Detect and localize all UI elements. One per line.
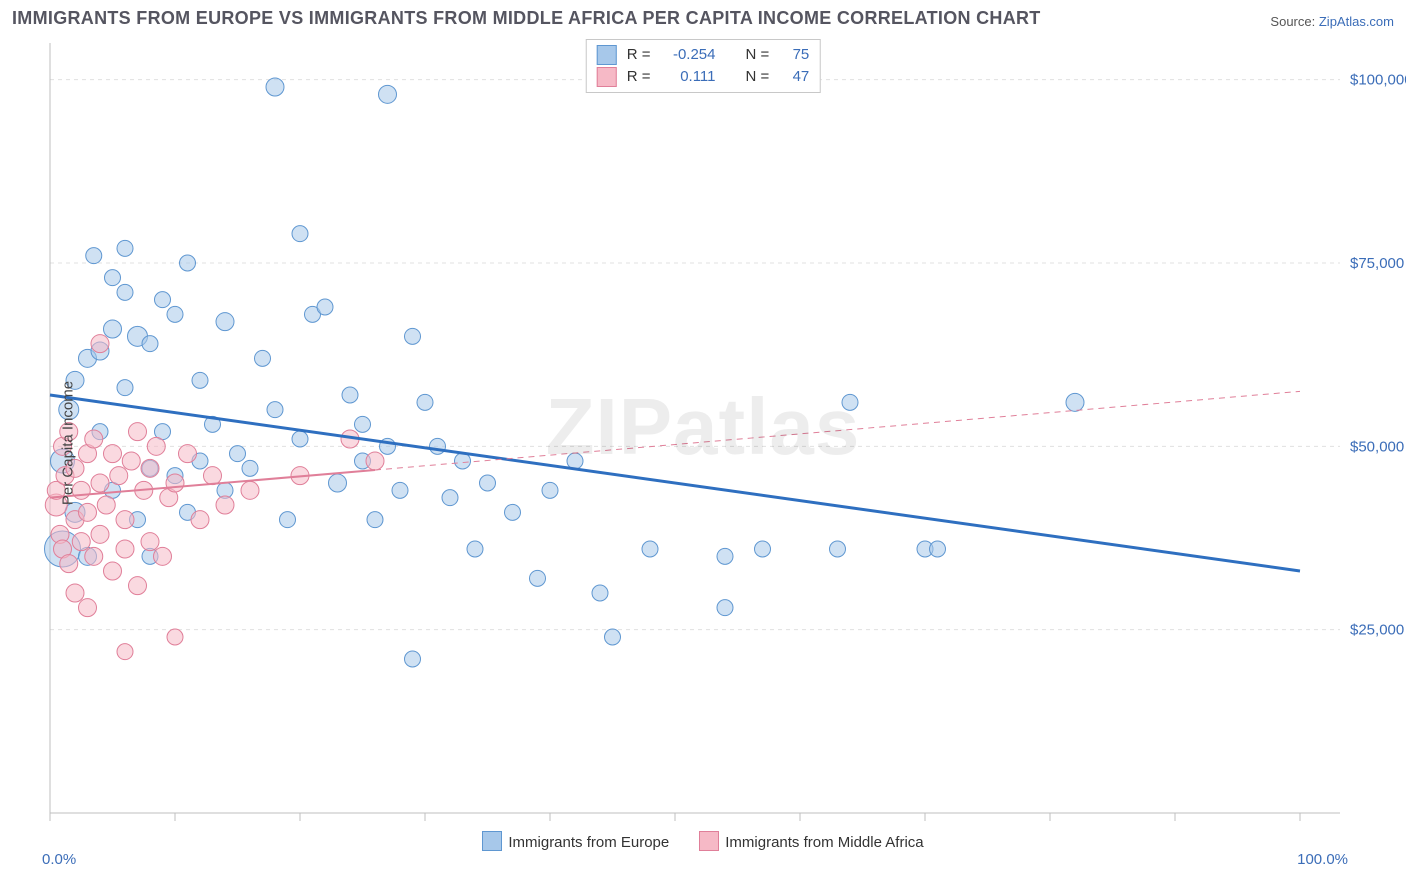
- legend-series-name: Immigrants from Europe: [508, 834, 669, 851]
- correlation-legend: R = -0.254 N = 75 R = 0.111 N = 47: [586, 39, 821, 93]
- svg-text:$100,000: $100,000: [1350, 72, 1406, 89]
- svg-text:$50,000: $50,000: [1350, 438, 1404, 455]
- legend-item-mafrica: Immigrants from Middle Africa: [699, 831, 923, 851]
- legend-n-label: N =: [746, 44, 770, 66]
- legend-row-europe: R = -0.254 N = 75: [597, 44, 810, 66]
- legend-row-mafrica: R = 0.111 N = 47: [597, 66, 810, 88]
- legend-n-label: N =: [746, 66, 770, 88]
- svg-text:$75,000: $75,000: [1350, 255, 1404, 272]
- scatter-plot-svg: $25,000 $50,000 $75,000 $100,000: [0, 33, 1406, 853]
- source-label: Source:: [1270, 14, 1315, 29]
- legend-swatch-europe: [482, 831, 502, 851]
- x-min-label: 0.0%: [42, 851, 76, 868]
- x-max-label: 100.0%: [1297, 851, 1348, 868]
- legend-r-value: -0.254: [661, 44, 716, 66]
- legend-swatch-europe: [597, 45, 617, 65]
- chart-container: Per Capita Income ZIPatlas $25,000$50,00…: [0, 33, 1406, 853]
- legend-r-label: R =: [627, 66, 651, 88]
- chart-title: IMMIGRANTS FROM EUROPE VS IMMIGRANTS FRO…: [12, 8, 1041, 29]
- source-value: ZipAtlas.com: [1319, 14, 1394, 29]
- chart-source: Source: ZipAtlas.com: [1270, 14, 1394, 29]
- legend-swatch-mafrica: [699, 831, 719, 851]
- legend-swatch-mafrica: [597, 67, 617, 87]
- legend-r-value: 0.111: [661, 66, 716, 88]
- svg-text:$25,000: $25,000: [1350, 622, 1404, 639]
- chart-header: IMMIGRANTS FROM EUROPE VS IMMIGRANTS FRO…: [0, 0, 1406, 33]
- legend-n-value: 75: [779, 44, 809, 66]
- y-axis-label: Per Capita Income: [60, 381, 77, 505]
- legend-item-europe: Immigrants from Europe: [482, 831, 669, 851]
- legend-n-value: 47: [779, 66, 809, 88]
- legend-series-name: Immigrants from Middle Africa: [725, 834, 923, 851]
- legend-r-label: R =: [627, 44, 651, 66]
- series-legend: Immigrants from Europe Immigrants from Mi…: [0, 831, 1406, 851]
